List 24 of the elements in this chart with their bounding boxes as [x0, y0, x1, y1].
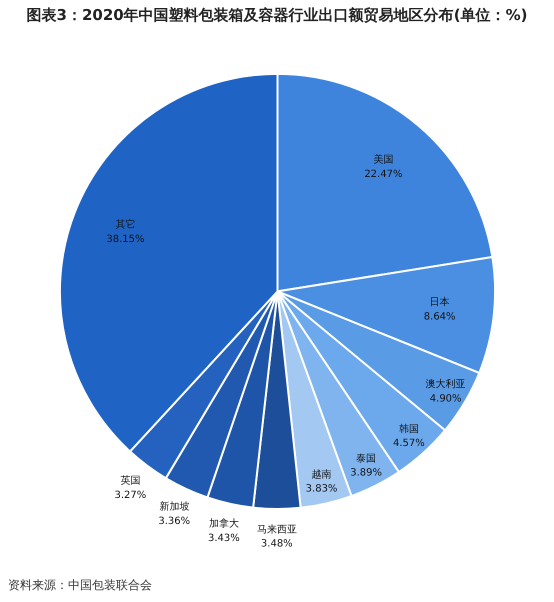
slice-label: 其它 — [115, 218, 136, 230]
data-label: 4.57% — [392, 438, 425, 450]
data-label: 4.90% — [430, 393, 462, 404]
data-label: 3.89% — [350, 468, 382, 479]
slice-label: 韩国 — [398, 422, 419, 435]
slice-label: 日本 — [430, 296, 450, 308]
data-label: 38.15% — [106, 234, 145, 245]
text: 资料来源：中国包装联合会 — [8, 577, 152, 594]
slice-label: 英国 — [120, 474, 140, 487]
data-label: 8.64% — [424, 311, 456, 322]
slice-label: 加拿大 — [208, 518, 239, 530]
data-label: 22.47% — [364, 168, 402, 180]
slice-label: 泰国 — [356, 453, 376, 464]
data-label: 3.43% — [208, 532, 240, 544]
slice-label: 新加坡 — [159, 500, 190, 513]
slice-label: 马来西亚 — [256, 523, 297, 536]
slice-label: 美国 — [373, 154, 394, 166]
slice-label: 越南 — [312, 468, 332, 480]
data-label: 3.36% — [158, 516, 190, 528]
data-label: 3.48% — [260, 538, 293, 550]
data-label: 3.27% — [114, 490, 146, 501]
slice-label: 澳大利亚 — [426, 378, 466, 390]
chart-title: 图表3：2020年中国塑料包装箱及容器行业出口额贸易地区分布(单位：%) — [26, 5, 528, 26]
data-label: 3.83% — [306, 484, 338, 495]
